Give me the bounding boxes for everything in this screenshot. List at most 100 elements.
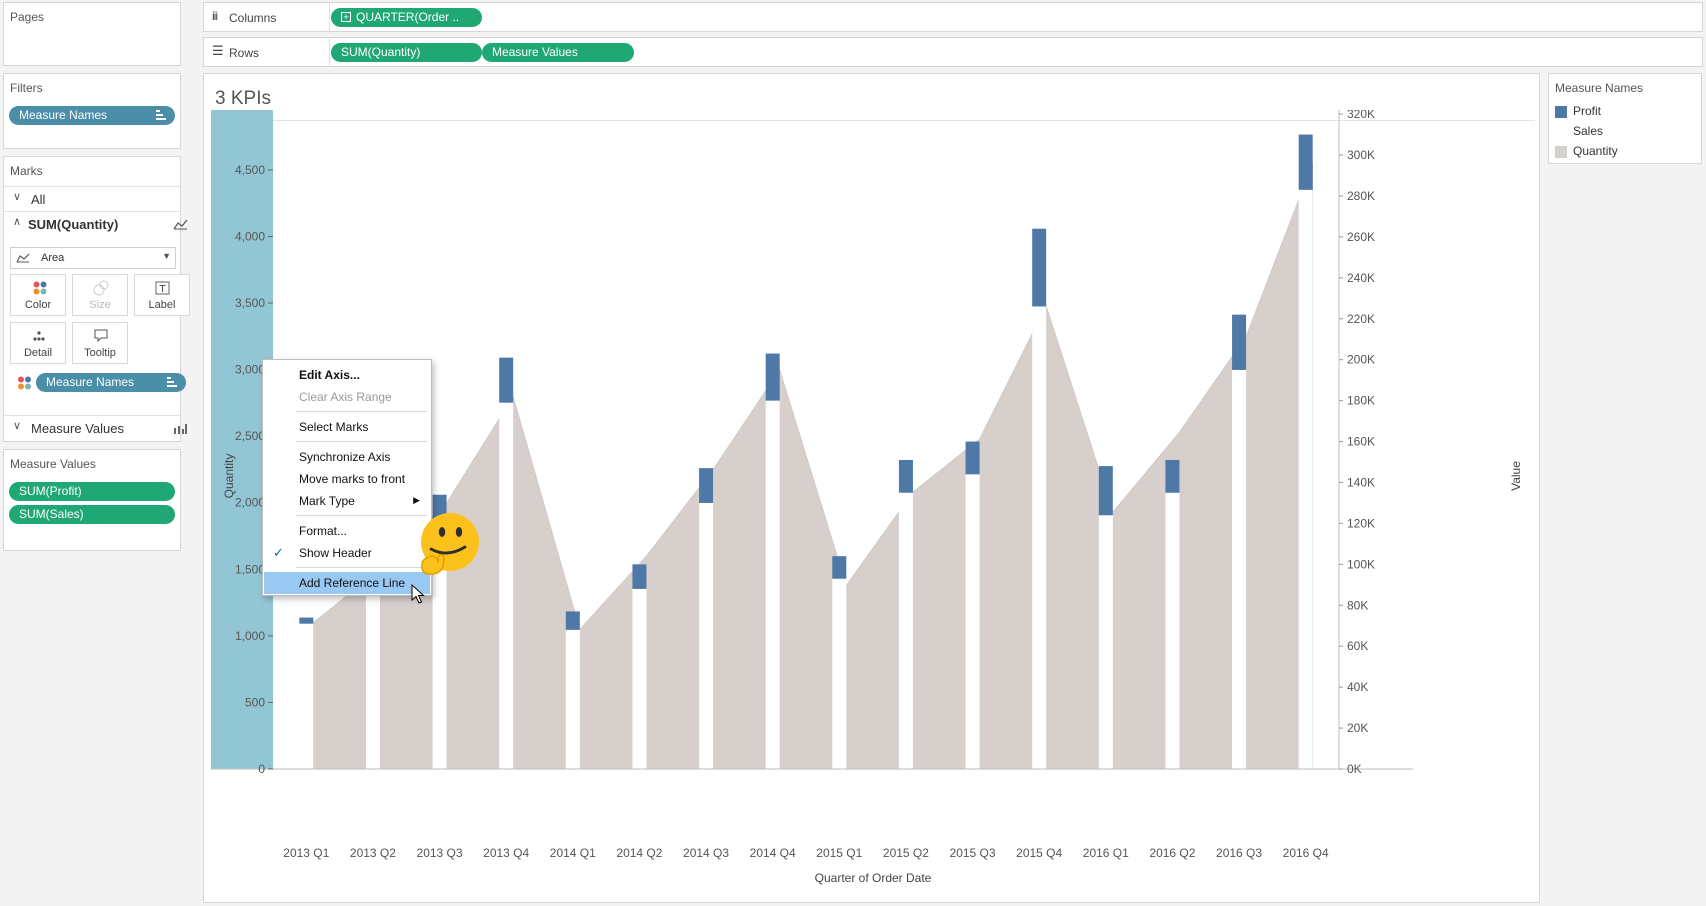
profit-bar[interactable] <box>1032 228 1047 307</box>
menu-item-clear-axis-range[interactable]: Clear Axis Range <box>264 386 430 408</box>
right-tick-label: 240K <box>1347 271 1375 285</box>
sales-bar[interactable] <box>699 502 714 769</box>
x-tick-label: 2014 Q2 <box>616 846 662 860</box>
size-button[interactable]: Size <box>72 274 128 316</box>
sales-bar[interactable] <box>365 592 380 769</box>
mark-type-select[interactable]: Area ▼ <box>10 247 176 269</box>
detail-dots-icon <box>33 331 45 341</box>
x-tick-label: 2015 Q2 <box>883 846 929 860</box>
sales-bar[interactable] <box>1032 306 1047 769</box>
sales-bar[interactable] <box>299 623 314 769</box>
sales-bar[interactable] <box>499 402 514 769</box>
filters-panel[interactable]: Filters Measure Names <box>3 73 181 149</box>
profit-bar[interactable] <box>832 556 847 579</box>
size-button-label: Size <box>89 299 111 311</box>
color-button[interactable]: Color <box>10 274 66 316</box>
left-tick-label: 4,000 <box>235 229 265 243</box>
right-axis-ticks: 0K 20K 40K 60K 80K 100K 120K 140K 160K 180K 200K 22… <box>1339 110 1375 776</box>
menu-item-add-reference-line[interactable]: Add Reference Line <box>264 572 430 594</box>
x-tick-label: 2014 Q3 <box>683 846 729 860</box>
menu-item-move-marks-to-front[interactable]: Move marks to front <box>264 468 430 490</box>
svg-text:T: T <box>158 284 166 295</box>
rows-pill-measure-values[interactable]: Measure Values <box>482 43 634 62</box>
profit-bar[interactable] <box>565 611 580 630</box>
menu-item-format[interactable]: Format... <box>264 520 430 542</box>
thinking-face-icon <box>421 513 479 575</box>
marks-card-all[interactable]: ∨ All <box>4 186 180 210</box>
left-axis-title[interactable]: Quantity <box>222 454 236 499</box>
speech-bubble-icon <box>94 329 108 343</box>
axis-context-menu: Edit Axis... Clear Axis Range Select Mar… <box>262 359 432 596</box>
sales-bar[interactable] <box>1098 515 1113 769</box>
sales-bar[interactable] <box>632 588 647 769</box>
sales-bar[interactable] <box>1298 189 1313 769</box>
measure-pill-profit[interactable]: SUM(Profit) <box>9 482 175 501</box>
sales-bar[interactable] <box>965 474 980 769</box>
measure-names-legend[interactable]: Measure Names Profit Sales Quantity <box>1548 73 1702 164</box>
profit-bar[interactable] <box>1098 466 1113 516</box>
left-axis-ticks: 0 500 1,000 1,500 2,000 2,500 3,000 3,500 4,000 4… <box>235 163 273 776</box>
color-pill-measure-names[interactable]: Measure Names <box>36 373 186 392</box>
columns-shelf[interactable]: iii Columns + QUARTER(Order .. <box>203 2 1703 32</box>
legend-swatch <box>1555 126 1567 138</box>
sales-bar[interactable] <box>898 492 913 769</box>
menu-item-select-marks[interactable]: Select Marks <box>264 416 430 438</box>
menu-item-edit-axis[interactable]: Edit Axis... <box>264 364 430 386</box>
rows-shelf[interactable]: ☰ Rows SUM(Quantity) Measure Values <box>203 37 1703 67</box>
menu-item-synchronize-axis[interactable]: Synchronize Axis <box>264 446 430 468</box>
x-axis-title[interactable]: Quarter of Order Date <box>815 871 932 885</box>
x-tick-label: 2016 Q2 <box>1149 846 1195 860</box>
tooltip-button[interactable]: Tooltip <box>72 322 128 364</box>
marks-card-sum-quantity[interactable]: ∧ SUM(Quantity) <box>4 211 188 235</box>
profit-bar[interactable] <box>699 468 714 503</box>
profit-bar[interactable] <box>965 441 980 475</box>
columns-pill-quarter[interactable]: + QUARTER(Order .. <box>331 8 482 27</box>
mark-type-value: Area <box>41 252 65 264</box>
profit-bar[interactable] <box>299 617 314 624</box>
measure-pill-sales[interactable]: SUM(Sales) <box>9 505 175 524</box>
menu-item-show-header[interactable]: ✓ Show Header <box>264 542 430 564</box>
menu-item-mark-type[interactable]: Mark Type ▶ <box>264 490 430 512</box>
x-tick-label: 2015 Q3 <box>950 846 996 860</box>
sales-bar[interactable] <box>565 629 580 769</box>
profit-bar[interactable] <box>765 353 780 401</box>
sales-bar[interactable] <box>765 400 780 769</box>
label-button[interactable]: T Label <box>134 274 190 316</box>
detail-button-label: Detail <box>23 347 53 359</box>
quantity-area[interactable] <box>313 163 1313 770</box>
x-tick-label: 2013 Q4 <box>483 846 529 860</box>
area-icon <box>16 253 30 263</box>
right-tick-label: 180K <box>1347 394 1375 408</box>
profit-bar[interactable] <box>632 564 647 589</box>
left-tick-label: 3,500 <box>235 296 265 310</box>
size-icon <box>93 280 109 296</box>
left-tick-label: 500 <box>245 695 265 709</box>
profit-bar[interactable] <box>1232 314 1247 370</box>
marks-card-measure-values[interactable]: ∨ Measure Values <box>4 415 187 439</box>
filter-pill-label: Measure Names <box>19 108 108 122</box>
right-axis-title[interactable]: Value <box>1509 461 1523 491</box>
detail-button[interactable]: Detail <box>10 322 66 364</box>
x-tick-label: 2016 Q3 <box>1216 846 1262 860</box>
sales-bar[interactable] <box>1232 369 1247 769</box>
profit-bar[interactable] <box>898 459 913 493</box>
sales-bar[interactable] <box>832 578 847 769</box>
right-tick-label: 0K <box>1347 762 1362 776</box>
filter-pill-measure-names[interactable]: Measure Names <box>9 106 175 125</box>
profit-bar[interactable] <box>499 357 514 403</box>
right-tick-label: 140K <box>1347 475 1375 489</box>
sales-bar[interactable] <box>1165 492 1180 769</box>
profit-bar[interactable] <box>1298 134 1313 190</box>
x-tick-label: 2016 Q1 <box>1083 846 1129 860</box>
profit-bar[interactable] <box>1165 459 1180 493</box>
legend-label: Sales <box>1573 124 1604 138</box>
color-dots-icon <box>33 281 47 295</box>
left-tick-label: 1,500 <box>235 562 265 576</box>
columns-shelf-label: Columns <box>229 11 277 25</box>
pages-panel[interactable]: Pages <box>3 2 181 66</box>
profit-bars-series <box>299 134 1313 630</box>
rows-pill-quantity[interactable]: SUM(Quantity) <box>331 43 482 62</box>
sales-bar[interactable] <box>432 521 447 769</box>
quantity-area-series <box>313 163 1313 770</box>
bar-chart-icon <box>174 424 187 434</box>
